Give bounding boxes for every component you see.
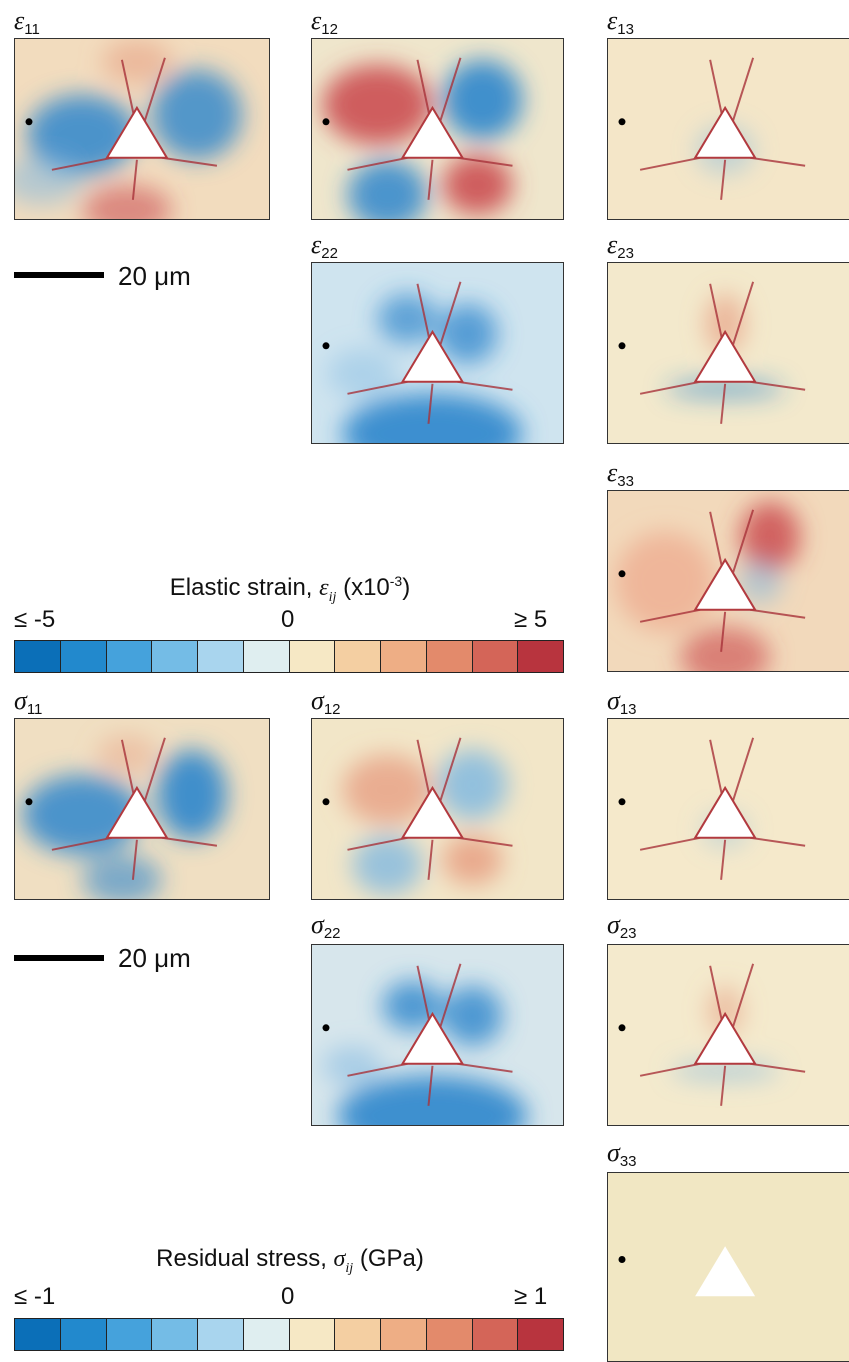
map-e12 <box>311 38 564 220</box>
colorbar-segment <box>335 641 381 672</box>
field-map-graphic <box>312 719 563 899</box>
indent-triangle <box>105 785 169 839</box>
label-e13: ε13 <box>607 6 634 39</box>
colorbar-segment <box>15 641 61 672</box>
indent-triangle <box>400 329 465 383</box>
reference-dot <box>322 342 330 350</box>
label-s22: σ22 <box>311 910 341 943</box>
map-e13 <box>607 38 849 220</box>
colorbar-segment <box>472 641 519 672</box>
colorbar-stress <box>14 1318 564 1351</box>
field-map-graphic <box>608 39 849 219</box>
label-e11: ε11 <box>14 6 40 39</box>
colorbar-segment <box>15 1319 61 1350</box>
indent-triangle <box>105 105 169 159</box>
label-s11: σ11 <box>14 686 43 719</box>
scale-bar-strain <box>14 272 104 278</box>
label-e33: ε33 <box>607 458 634 491</box>
scale-bar-stress <box>14 955 104 961</box>
indent-triangle <box>693 557 757 611</box>
reference-dot <box>322 118 330 126</box>
colorbar-segment <box>152 1319 198 1350</box>
label-s33: σ33 <box>607 1138 637 1171</box>
colorbar-segment <box>518 641 563 672</box>
label-s13: σ13 <box>607 686 637 719</box>
colorbar-segment <box>106 1319 153 1350</box>
field-map-graphic <box>608 263 849 443</box>
colorbar-min-label-strain: ≤ -5 <box>14 606 56 633</box>
colorbar-segment <box>243 641 290 672</box>
reference-dot <box>322 798 330 806</box>
field-map-graphic <box>312 39 563 219</box>
indent-triangle <box>693 1011 757 1065</box>
map-e33 <box>607 490 849 672</box>
colorbar-min-label-stress: ≤ -1 <box>14 1283 56 1310</box>
colorbar-segment <box>152 641 198 672</box>
label-s23: σ23 <box>607 910 637 943</box>
label-e22: ε22 <box>311 230 338 263</box>
colorbar-mid-label-stress: 0 <box>281 1283 295 1310</box>
field-map-graphic <box>608 1173 849 1361</box>
colorbar-segment <box>198 641 244 672</box>
label-e23: ε23 <box>607 230 634 263</box>
colorbar-segment <box>60 1319 107 1350</box>
colorbar-segment <box>426 1319 473 1350</box>
map-s11 <box>14 718 270 900</box>
field-map-graphic <box>608 491 849 671</box>
colorbar-strain <box>14 640 564 673</box>
field-map-graphic <box>15 39 269 219</box>
scale-label-strain: 20 μm <box>118 261 191 291</box>
reference-dot <box>618 570 626 578</box>
reference-dot <box>618 1024 626 1032</box>
indent-triangle <box>693 785 757 839</box>
colorbar-segment <box>381 1319 427 1350</box>
colorbar-mid-label-strain: 0 <box>281 606 295 633</box>
reference-dot <box>618 798 626 806</box>
label-e12: ε12 <box>311 6 338 39</box>
indent-triangle <box>693 105 757 159</box>
colorbar-max-label-stress: ≥ 1 <box>514 1283 548 1310</box>
colorbar-segment <box>243 1319 290 1350</box>
colorbar-segment <box>60 641 107 672</box>
colorbar-segment <box>426 641 473 672</box>
map-s23 <box>607 944 849 1126</box>
map-e11 <box>14 38 270 220</box>
field-map-graphic <box>608 719 849 899</box>
label-s12: σ12 <box>311 686 341 719</box>
scale-label-stress: 20 μm <box>118 943 191 973</box>
colorbar-segment <box>289 1319 336 1350</box>
indent-triangle <box>400 785 465 839</box>
field-map-graphic <box>15 719 269 899</box>
map-s22 <box>311 944 564 1126</box>
colorbar-segment <box>289 641 336 672</box>
reference-dot <box>618 342 626 350</box>
map-e23 <box>607 262 849 444</box>
map-e22 <box>311 262 564 444</box>
colorbar-max-label-strain: ≥ 5 <box>514 606 548 633</box>
indent-triangle <box>400 105 465 159</box>
indent-triangle <box>693 329 757 383</box>
colorbar-segment <box>106 641 153 672</box>
colorbar-segment <box>518 1319 563 1350</box>
map-s13 <box>607 718 849 900</box>
colorbar-segment <box>335 1319 381 1350</box>
field-map-graphic <box>312 263 563 443</box>
map-s33 <box>607 1172 849 1362</box>
colorbar-segment <box>198 1319 244 1350</box>
colorbar-title-strain: Elastic strain, εij (x10-3) <box>169 573 411 605</box>
reference-dot <box>618 1255 626 1263</box>
reference-dot <box>25 118 33 126</box>
reference-dot <box>618 118 626 126</box>
map-s12 <box>311 718 564 900</box>
reference-dot <box>25 798 33 806</box>
field-map-graphic <box>608 945 849 1125</box>
indent-triangle <box>400 1011 465 1065</box>
reference-dot <box>322 1024 330 1032</box>
colorbar-segment <box>472 1319 519 1350</box>
colorbar-title-stress: Residual stress, σij (GPa) <box>156 1245 424 1276</box>
colorbar-segment <box>381 641 427 672</box>
field-map-graphic <box>312 945 563 1125</box>
indent-triangle <box>695 1246 756 1297</box>
